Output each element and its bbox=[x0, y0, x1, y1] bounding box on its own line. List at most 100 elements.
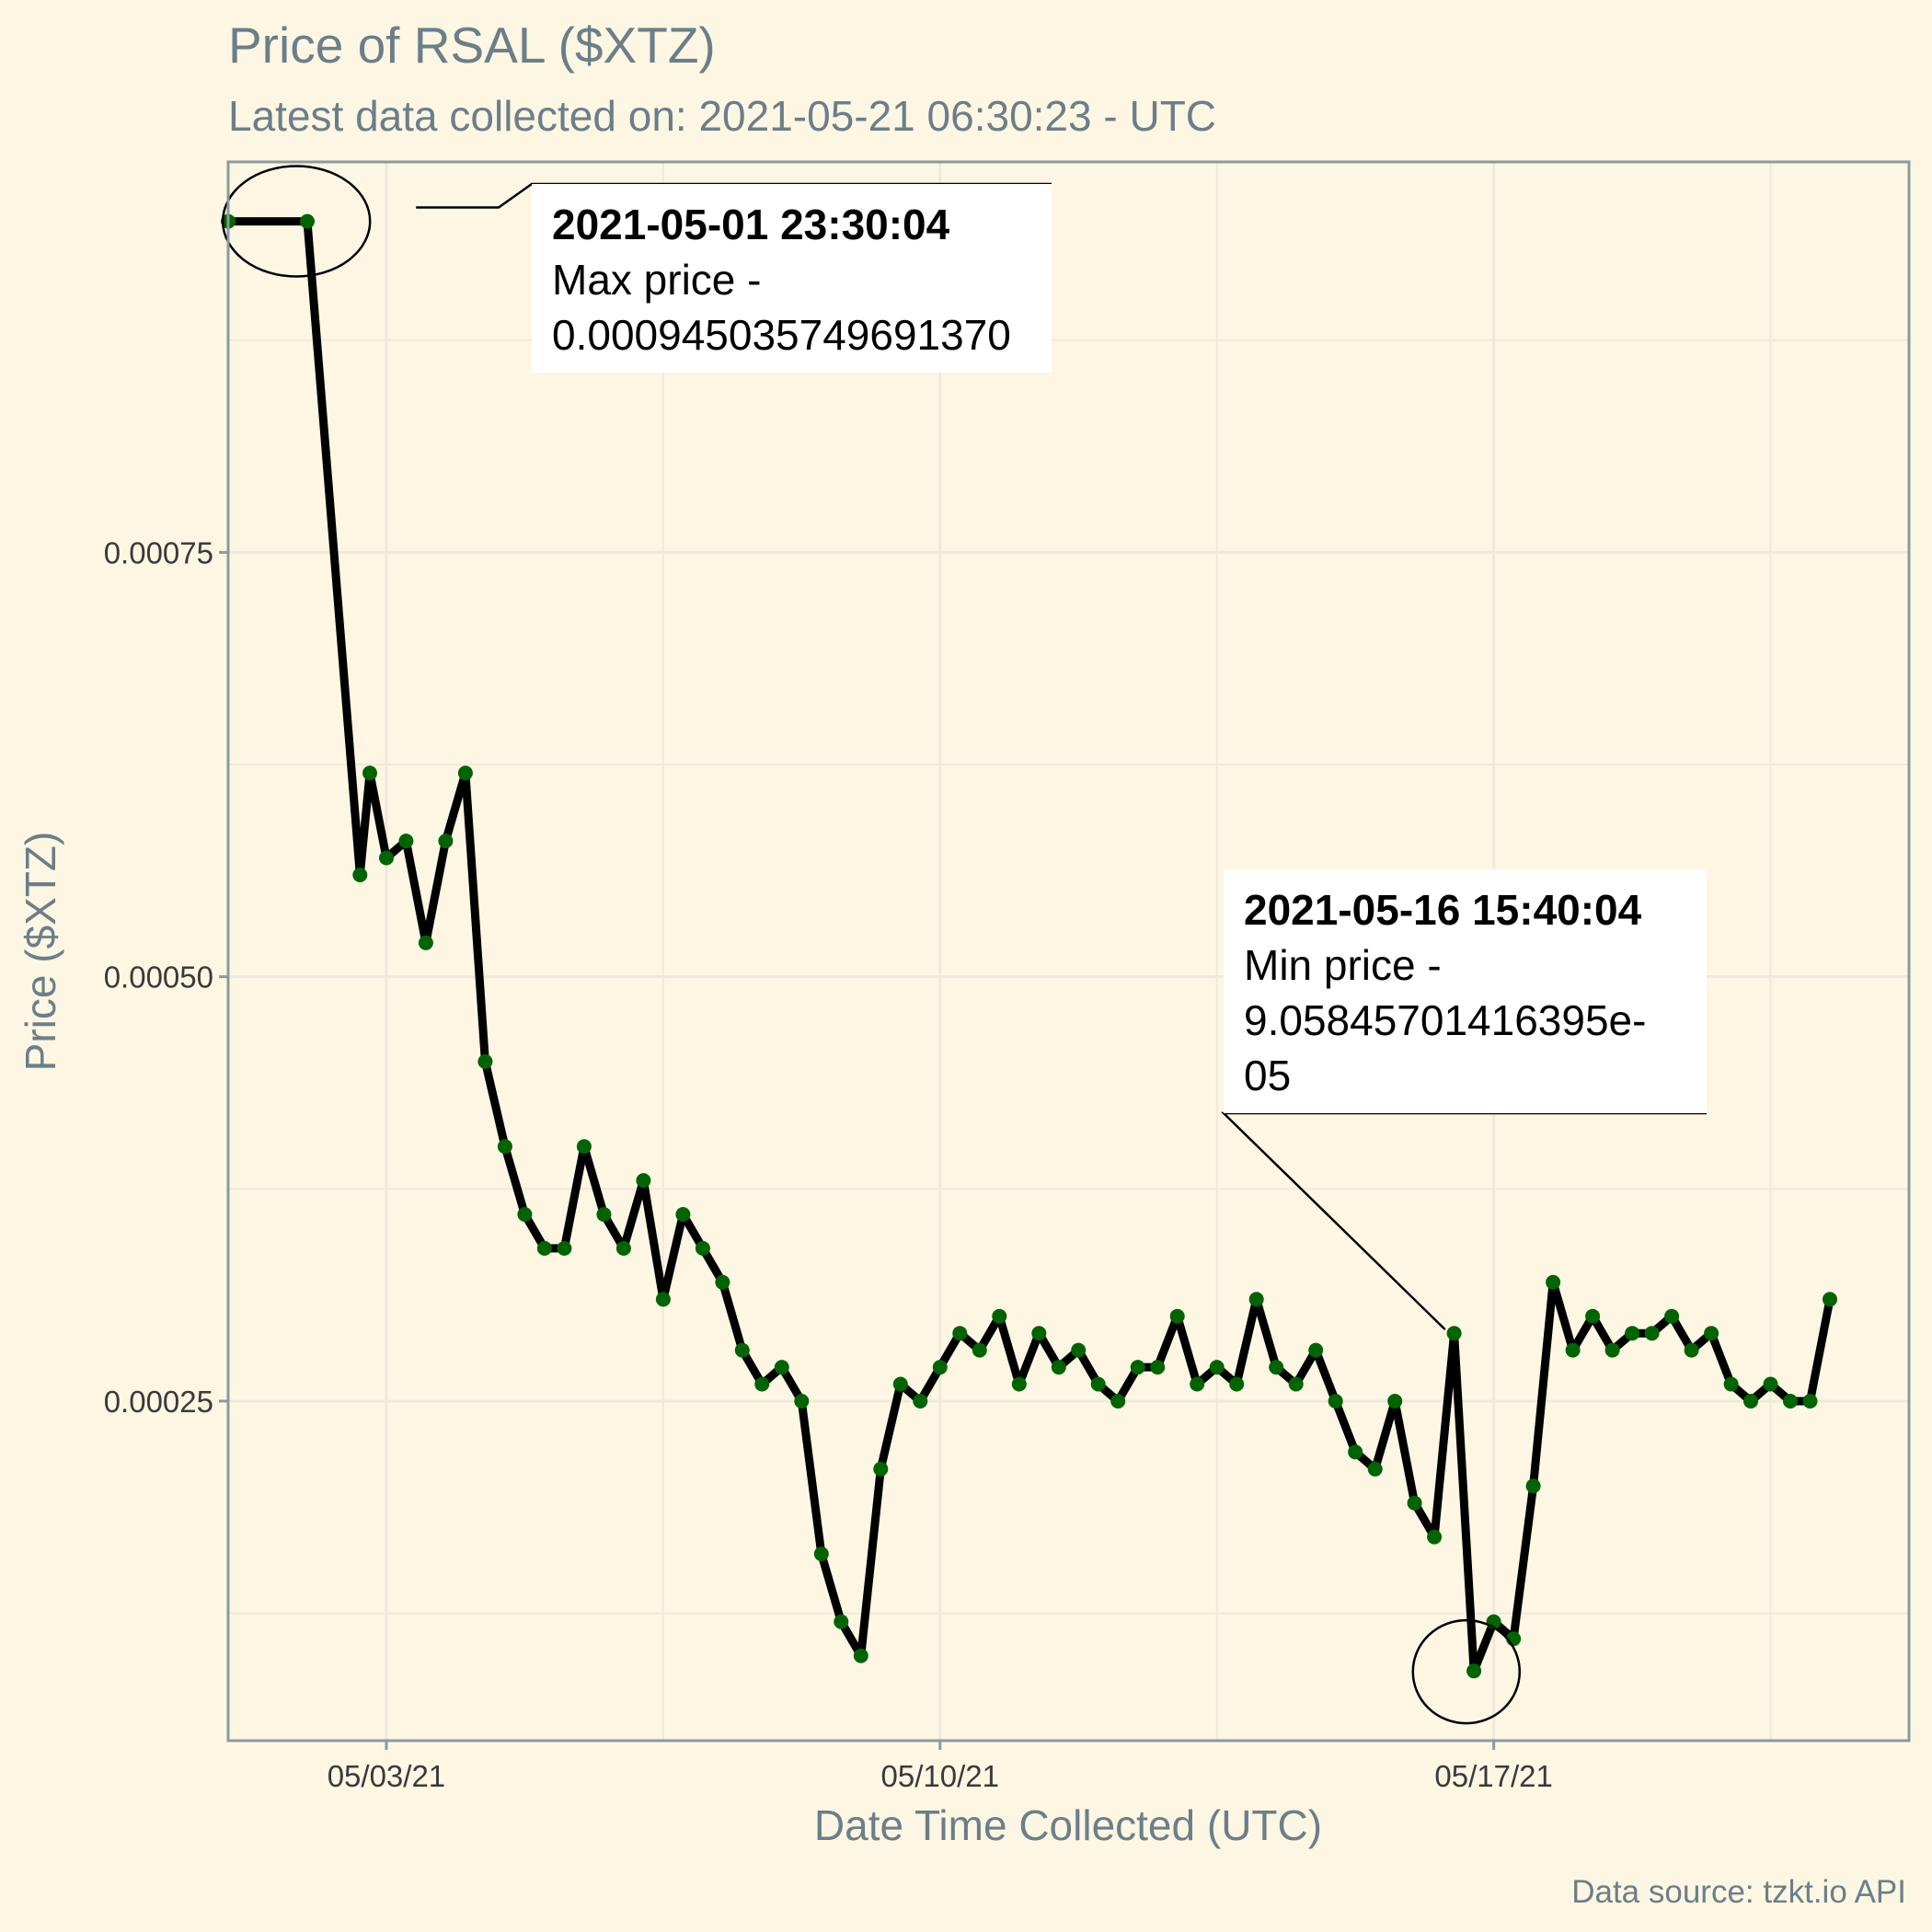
price-point bbox=[794, 1394, 810, 1409]
price-point bbox=[754, 1376, 770, 1392]
price-point bbox=[1348, 1444, 1363, 1460]
price-point bbox=[517, 1207, 533, 1222]
price-point bbox=[596, 1207, 612, 1222]
price-point bbox=[1802, 1394, 1818, 1409]
x-tick-label: 05/03/21 bbox=[328, 1759, 445, 1793]
axis-ticks: 05/03/21 05/10/21 05/17/21 0.00025 0.00050 0.… bbox=[104, 535, 1553, 1793]
price-point bbox=[1664, 1308, 1680, 1324]
annotation-box bbox=[1224, 869, 1707, 1113]
price-point bbox=[1704, 1326, 1719, 1341]
annotation-box bbox=[532, 184, 1052, 373]
price-point bbox=[992, 1308, 1007, 1324]
annotation-heading: 2021-05-01 23:30:04 bbox=[552, 201, 950, 248]
data-source-caption: Data source: tzkt.io API bbox=[1571, 1874, 1906, 1910]
price-point bbox=[362, 765, 377, 781]
price-point bbox=[1783, 1394, 1798, 1409]
price-point bbox=[1150, 1360, 1166, 1375]
x-tick-label: 05/17/21 bbox=[1434, 1759, 1552, 1793]
price-point bbox=[834, 1614, 849, 1629]
price-point bbox=[576, 1139, 592, 1155]
price-point bbox=[1525, 1478, 1541, 1494]
price-point bbox=[932, 1360, 948, 1375]
price-point bbox=[398, 834, 414, 849]
price-point bbox=[1367, 1461, 1383, 1477]
price-point bbox=[1446, 1326, 1462, 1341]
price-point bbox=[1546, 1274, 1561, 1290]
price-point bbox=[1823, 1292, 1837, 1307]
price-point bbox=[457, 765, 473, 781]
price-point bbox=[972, 1342, 987, 1358]
price-point bbox=[853, 1648, 868, 1663]
price-point bbox=[952, 1326, 968, 1341]
x-tick-label: 05/10/21 bbox=[881, 1759, 999, 1793]
highlight-circle bbox=[1411, 1618, 1522, 1725]
price-point bbox=[1427, 1529, 1443, 1545]
price-point bbox=[734, 1342, 750, 1358]
price-point bbox=[1130, 1360, 1145, 1375]
price-point bbox=[655, 1292, 671, 1307]
price-point bbox=[1248, 1292, 1264, 1307]
annotation-text: Min price - bbox=[1244, 941, 1442, 989]
price-point bbox=[813, 1547, 829, 1561]
price-point bbox=[675, 1207, 691, 1222]
plot-panel-border bbox=[226, 160, 1911, 1742]
price-point bbox=[715, 1274, 730, 1290]
price-point bbox=[1625, 1326, 1640, 1341]
price-point bbox=[379, 850, 394, 866]
price-point bbox=[1763, 1376, 1778, 1392]
price-points-layer bbox=[221, 213, 1837, 1679]
chart-subtitle: Latest data collected on: 2021-05-21 06:… bbox=[228, 92, 1216, 140]
min-price-annotation: 2021-05-16 15:40:04 Min price - 9.05845701… bbox=[1220, 869, 1707, 1725]
price-point bbox=[1209, 1360, 1225, 1375]
max-price-annotation: 2021-05-01 23:30:04 Max price - 0.00094503… bbox=[221, 165, 1052, 373]
annotation-text: Max price - bbox=[552, 256, 761, 304]
price-point bbox=[1011, 1376, 1027, 1392]
highlight-circle bbox=[221, 165, 372, 278]
y-tick-label: 0.00025 bbox=[104, 1385, 213, 1419]
annotation-heading: 2021-05-16 15:40:04 bbox=[1244, 886, 1642, 934]
price-point bbox=[438, 834, 454, 849]
price-point bbox=[557, 1240, 572, 1256]
price-point bbox=[873, 1461, 889, 1477]
price-point bbox=[300, 213, 315, 229]
price-point bbox=[1071, 1342, 1087, 1358]
price-point bbox=[1743, 1394, 1758, 1409]
price-point bbox=[1308, 1342, 1324, 1358]
price-point bbox=[352, 868, 368, 882]
price-point bbox=[774, 1360, 789, 1375]
price-point bbox=[1407, 1495, 1422, 1511]
x-axis-title: Date Time Collected (UTC) bbox=[814, 1801, 1322, 1849]
price-point bbox=[1090, 1376, 1106, 1392]
price-point bbox=[1031, 1326, 1047, 1341]
price-point bbox=[1684, 1342, 1699, 1358]
price-point bbox=[1051, 1360, 1066, 1375]
price-point bbox=[497, 1139, 512, 1155]
annotation-text: 9.05845701416395e- bbox=[1244, 996, 1646, 1044]
price-point bbox=[1328, 1394, 1343, 1409]
price-point bbox=[695, 1240, 710, 1256]
price-point bbox=[636, 1173, 651, 1189]
price-point bbox=[913, 1394, 928, 1409]
chart-title: Price of RSAL ($XTZ) bbox=[228, 17, 716, 74]
annotation-text: 05 bbox=[1244, 1052, 1291, 1099]
price-point bbox=[418, 935, 433, 950]
annotation-text: 0.000945035749691370 bbox=[552, 311, 1011, 359]
price-point bbox=[1229, 1376, 1245, 1392]
price-point bbox=[1604, 1342, 1620, 1358]
price-point bbox=[1723, 1376, 1739, 1392]
price-point bbox=[1387, 1394, 1403, 1409]
price-point bbox=[1565, 1342, 1581, 1358]
price-point bbox=[1288, 1376, 1304, 1392]
price-point bbox=[1585, 1308, 1601, 1324]
price-point bbox=[1110, 1394, 1126, 1409]
y-tick-label: 0.00050 bbox=[104, 960, 213, 995]
price-point bbox=[536, 1240, 552, 1256]
price-point bbox=[892, 1376, 908, 1392]
annotations-layer: 2021-05-01 23:30:04 Max price - 0.00094503… bbox=[221, 165, 1707, 1725]
price-point bbox=[1190, 1376, 1205, 1392]
price-point bbox=[1466, 1663, 1482, 1679]
y-tick-label: 0.00075 bbox=[104, 535, 213, 569]
y-axis-title: Price ($XTZ) bbox=[17, 832, 64, 1072]
